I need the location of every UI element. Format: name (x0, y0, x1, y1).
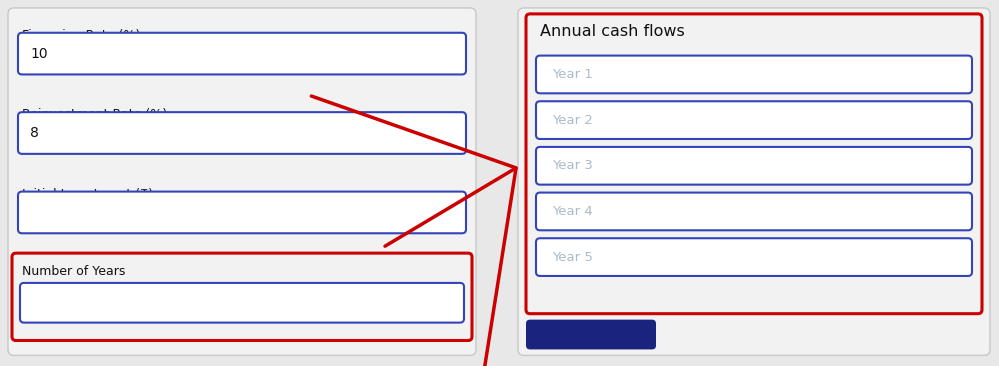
FancyBboxPatch shape (526, 14, 982, 314)
Text: Year 3: Year 3 (552, 159, 592, 172)
Text: Year 2: Year 2 (552, 113, 592, 127)
Text: Annual cash flows: Annual cash flows (540, 24, 684, 39)
Text: 10: 10 (30, 46, 48, 61)
Text: Year 5: Year 5 (552, 251, 592, 264)
FancyBboxPatch shape (18, 191, 466, 233)
FancyBboxPatch shape (12, 253, 472, 340)
Text: Number of Years: Number of Years (22, 265, 126, 278)
FancyBboxPatch shape (18, 33, 466, 74)
FancyBboxPatch shape (20, 283, 464, 322)
FancyBboxPatch shape (536, 56, 972, 93)
Text: Financing Rate (%): Financing Rate (%) (22, 29, 140, 42)
Text: 8: 8 (30, 126, 39, 140)
FancyBboxPatch shape (18, 112, 466, 154)
Text: Year 1: Year 1 (552, 68, 592, 81)
FancyBboxPatch shape (536, 101, 972, 139)
FancyBboxPatch shape (536, 147, 972, 184)
FancyBboxPatch shape (526, 320, 656, 350)
FancyBboxPatch shape (518, 8, 990, 355)
FancyBboxPatch shape (536, 238, 972, 276)
FancyBboxPatch shape (8, 8, 476, 355)
Text: ▼: ▼ (440, 308, 445, 314)
Text: 5: 5 (34, 296, 43, 310)
Text: Year 4: Year 4 (552, 205, 592, 218)
Text: Calculate MIRR: Calculate MIRR (538, 328, 643, 341)
FancyBboxPatch shape (536, 193, 972, 230)
Text: ▲: ▲ (440, 292, 445, 298)
Text: Initial Investment (₹): Initial Investment (₹) (22, 188, 153, 201)
Text: Reinvestment Rate (%): Reinvestment Rate (%) (22, 108, 167, 121)
